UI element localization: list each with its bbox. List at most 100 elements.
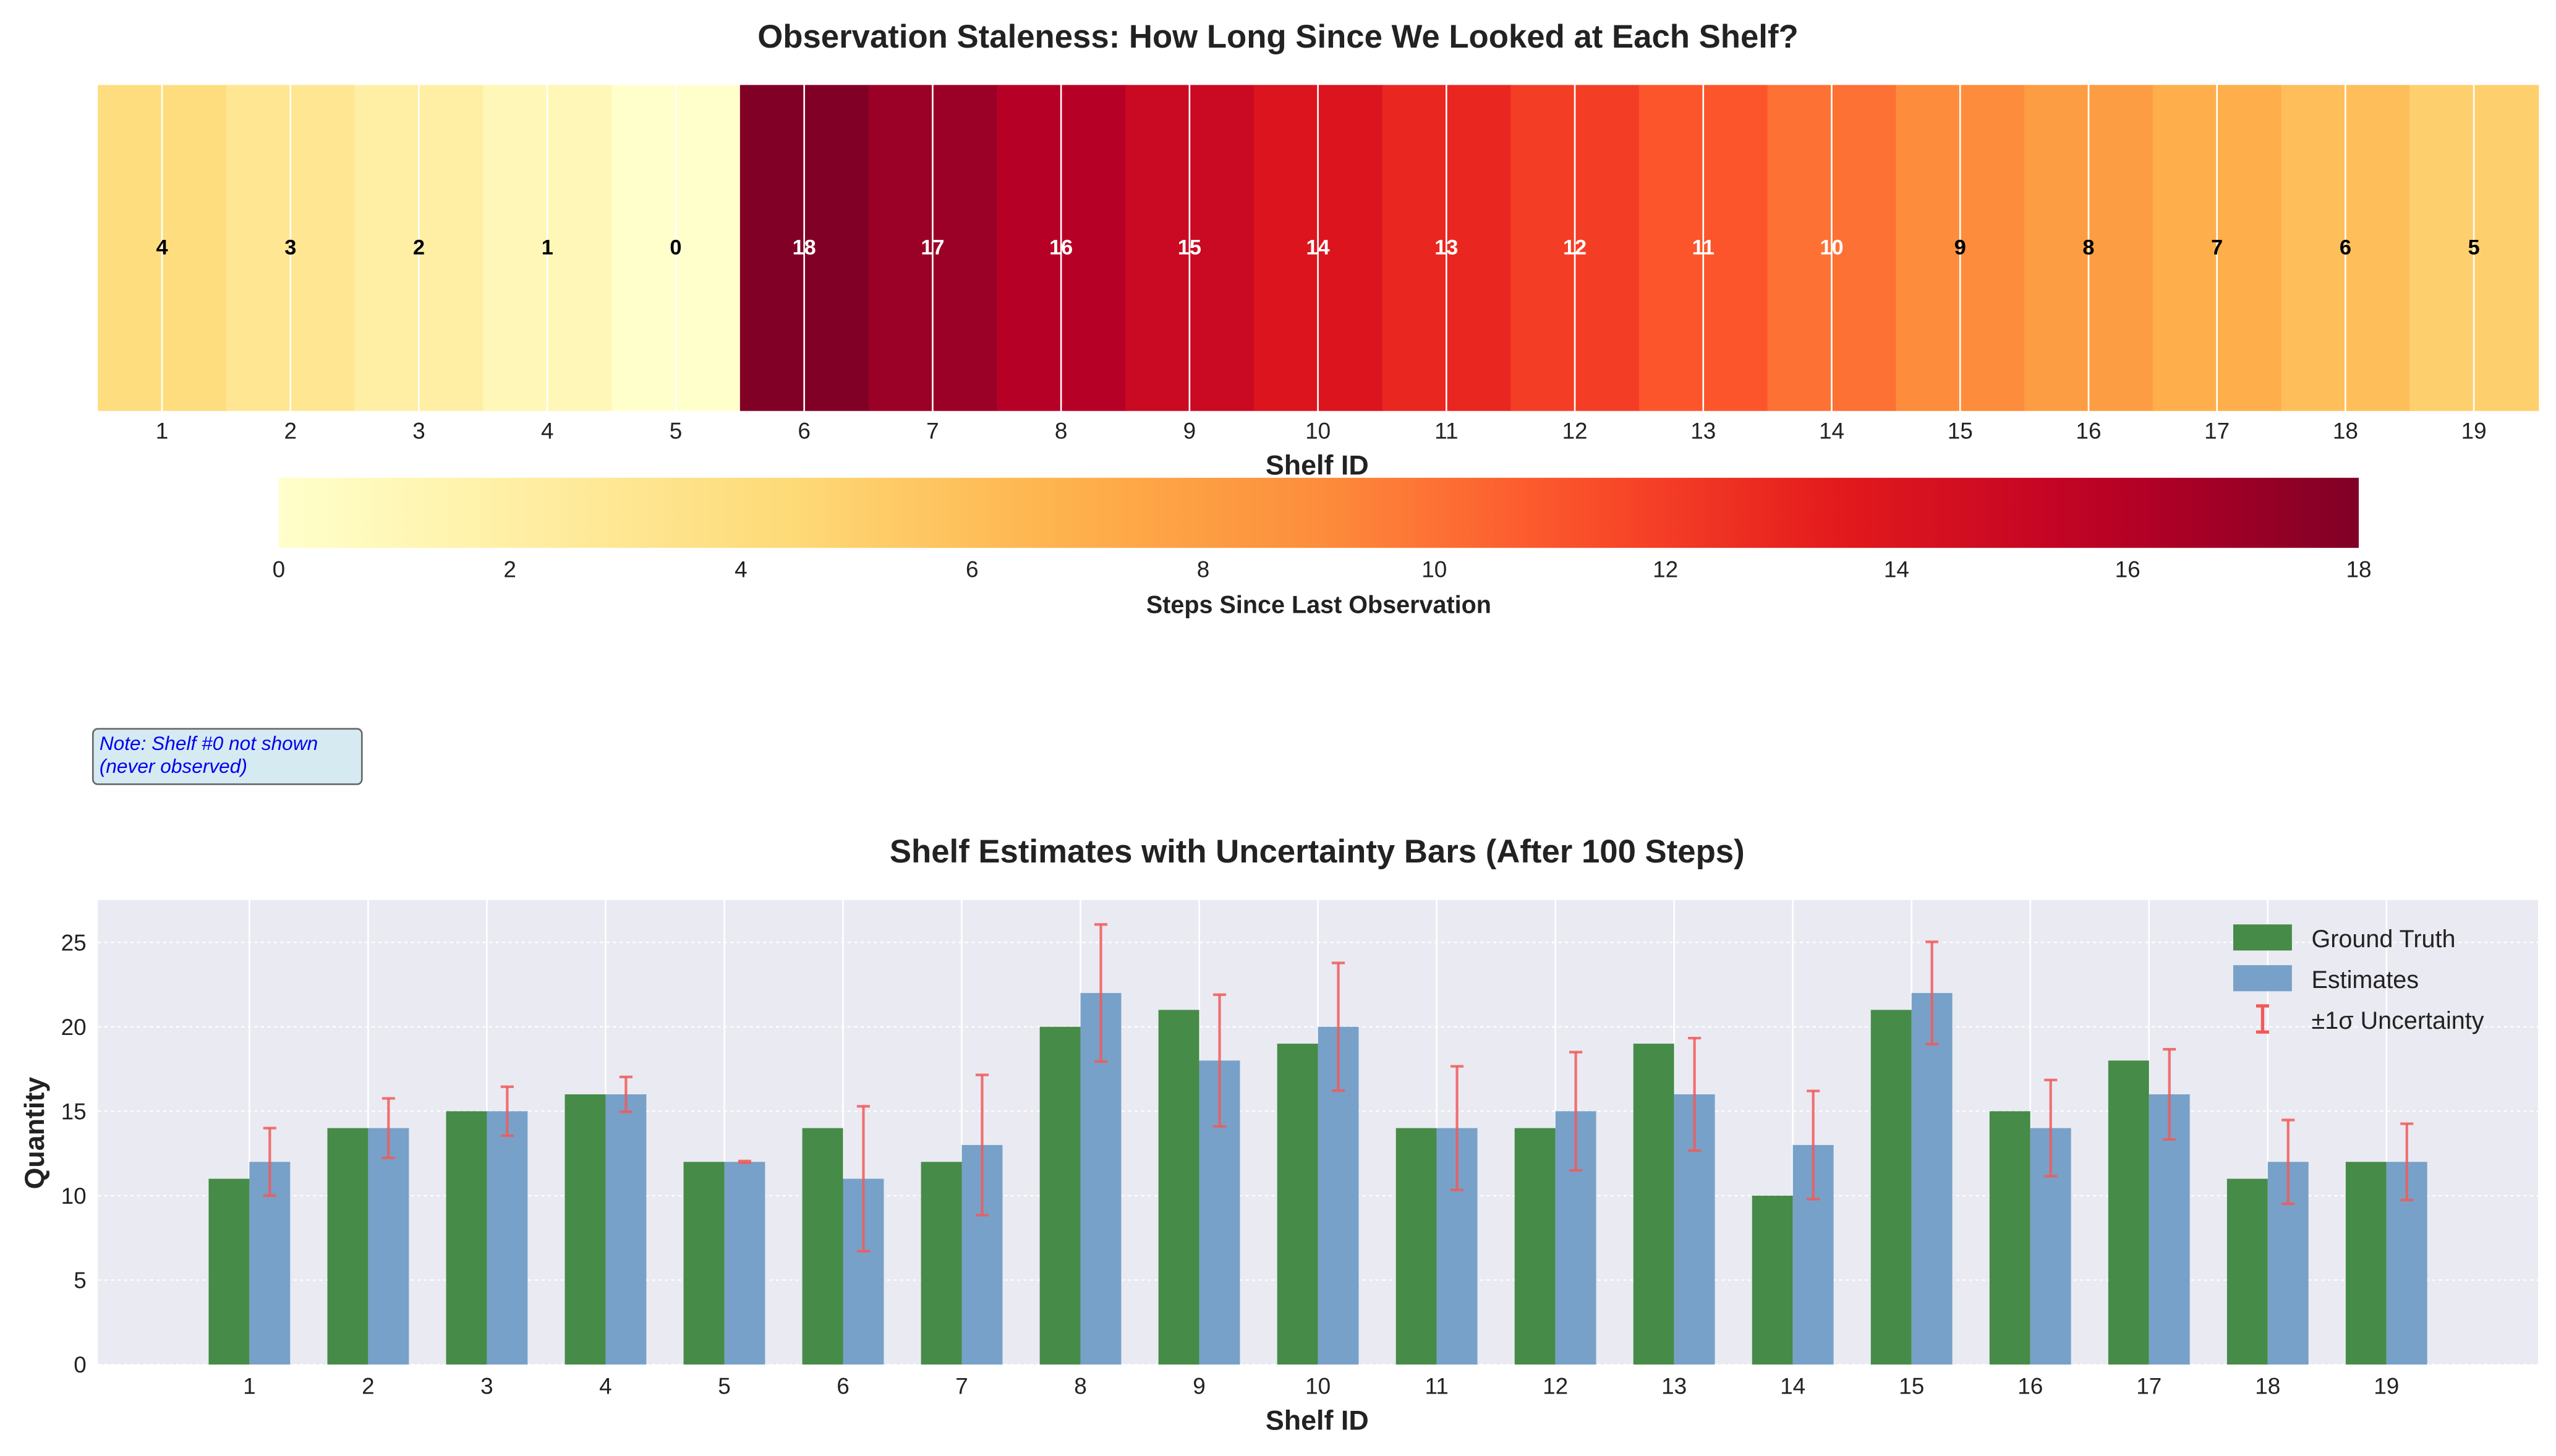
- bar-estimate: [605, 1094, 647, 1365]
- bar-chart-title: Shelf Estimates with Uncertainty Bars (A…: [890, 833, 1745, 870]
- error-bar: [2163, 1047, 2176, 1141]
- heatmap-x-tick: 5: [670, 419, 683, 444]
- bar-ground-truth: [446, 1111, 487, 1365]
- heatmap-x-tick: 19: [2461, 419, 2487, 444]
- colorbar-tick: 2: [503, 557, 516, 582]
- x-tick: 10: [1305, 1374, 1331, 1399]
- bar-ground-truth: [1514, 1128, 1556, 1365]
- heatmap-cell-label: 16: [1049, 236, 1073, 260]
- bar-ground-truth: [1395, 1128, 1437, 1365]
- error-bar: [263, 1126, 276, 1198]
- heatmap-cell-label: 10: [1820, 236, 1843, 260]
- legend-swatch-ground-truth: [2233, 924, 2292, 951]
- bar-ylabel: Quantity: [19, 1077, 50, 1190]
- bar-estimate: [487, 1111, 528, 1365]
- error-bar: [619, 1075, 633, 1113]
- heatmap-cell-label: 14: [1306, 236, 1330, 260]
- x-tick: 15: [1899, 1374, 1924, 1399]
- heatmap-cell-label: 1: [542, 236, 553, 260]
- heatmap-cell-label: 6: [2340, 236, 2351, 260]
- bar-ground-truth: [1277, 1044, 1318, 1365]
- heatmap-x-tick: 11: [1434, 419, 1458, 444]
- heatmap-x-tick: 16: [2076, 419, 2101, 444]
- bar-ground-truth: [1158, 1010, 1199, 1365]
- error-bar: [2281, 1118, 2295, 1206]
- bar-ground-truth: [1870, 1010, 1912, 1365]
- x-tick: 3: [480, 1374, 493, 1399]
- y-tick: 0: [74, 1352, 87, 1377]
- heatmap-cell-label: 7: [2211, 236, 2223, 260]
- colorbar-tick: 14: [1884, 557, 1909, 582]
- x-tick: 8: [1074, 1374, 1087, 1399]
- error-bar: [1569, 1050, 1583, 1172]
- error-bar: [381, 1097, 395, 1159]
- heatmap-x-tick: 17: [2204, 419, 2230, 444]
- heatmap: 4132231405186177168159141013111212111310…: [98, 85, 2539, 444]
- heatmap-x-tick: 10: [1305, 419, 1331, 444]
- heatmap-xlabel: Shelf ID: [1266, 450, 1369, 481]
- heatmap-x-tick: 3: [412, 419, 425, 444]
- error-bar: [738, 1159, 751, 1164]
- heatmap-cell-label: 15: [1178, 236, 1201, 260]
- error-bar: [975, 1073, 989, 1217]
- heatmap-x-tick: 9: [1183, 419, 1196, 444]
- heatmap-cell-label: 11: [1692, 236, 1715, 260]
- y-tick: 10: [61, 1183, 87, 1209]
- note-box: Note: Shelf #0 not shown (never observed…: [92, 728, 363, 785]
- heatmap-x-tick: 14: [1819, 419, 1844, 444]
- error-bar: [2400, 1122, 2414, 1202]
- heatmap-cell-label: 13: [1434, 236, 1458, 260]
- legend-swatch-estimates: [2233, 965, 2292, 992]
- error-bar: [1925, 940, 1939, 1046]
- x-tick: 11: [1425, 1374, 1448, 1399]
- x-tick: 2: [362, 1374, 375, 1399]
- x-tick: 17: [2136, 1374, 2162, 1399]
- legend: Ground Truth Estimates ±1σ Uncertainty: [2233, 924, 2484, 1034]
- heatmap-x-tick: 7: [926, 419, 939, 444]
- bar-ground-truth: [683, 1162, 725, 1365]
- bar-estimate: [1911, 993, 1953, 1365]
- colorbar-tick: 6: [966, 557, 979, 582]
- bar-ground-truth: [1039, 1026, 1081, 1365]
- error-bar: [1688, 1036, 1702, 1152]
- heatmap-cell-label: 0: [670, 236, 681, 260]
- note-line-1: Note: Shelf #0 not shown: [100, 732, 318, 754]
- bar-ground-truth: [208, 1178, 250, 1365]
- x-tick: 9: [1193, 1374, 1206, 1399]
- heatmap-cell-label: 18: [793, 236, 816, 260]
- error-bar: [2044, 1078, 2058, 1178]
- y-tick: 25: [61, 930, 87, 955]
- bar-estimate: [724, 1162, 765, 1365]
- x-tick: 7: [955, 1374, 968, 1399]
- heatmap-x-tick: 12: [1562, 419, 1588, 444]
- heatmap-x-tick: 8: [1055, 419, 1068, 444]
- heatmap-title: Observation Staleness: How Long Since We…: [757, 19, 1798, 55]
- bar-estimate: [368, 1128, 409, 1365]
- heatmap-x-tick: 2: [284, 419, 297, 444]
- bar-ground-truth: [1633, 1044, 1674, 1365]
- heatmap-x-tick: 13: [1690, 419, 1716, 444]
- error-bar: [1332, 961, 1345, 1092]
- colorbar-tick: 16: [2115, 557, 2141, 582]
- error-bar: [500, 1085, 514, 1138]
- bar-ground-truth: [921, 1162, 962, 1365]
- colorbar-tick: 18: [2346, 557, 2371, 582]
- x-tick: 19: [2374, 1374, 2399, 1399]
- heatmap-x-tick: 4: [541, 419, 554, 444]
- heatmap-cell-label: 4: [156, 236, 168, 260]
- x-tick: 1: [243, 1374, 256, 1399]
- bar-ground-truth: [802, 1128, 843, 1365]
- colorbar-ticks: 0 2 4 6 8 10 12 14 16 18: [273, 557, 2372, 582]
- x-tick: 14: [1780, 1374, 1805, 1399]
- x-tick: 6: [837, 1374, 850, 1399]
- heatmap-x-tick: 15: [1948, 419, 1973, 444]
- colorbar-label: Steps Since Last Observation: [1146, 592, 1491, 619]
- colorbar-tick: 0: [273, 557, 286, 582]
- heatmap-cell-label: 17: [921, 236, 944, 260]
- bar-xlabel: Shelf ID: [1266, 1405, 1369, 1436]
- y-tick: 15: [61, 1099, 87, 1125]
- y-tick: 5: [74, 1268, 87, 1293]
- legend-label-estimates: Estimates: [2312, 966, 2419, 994]
